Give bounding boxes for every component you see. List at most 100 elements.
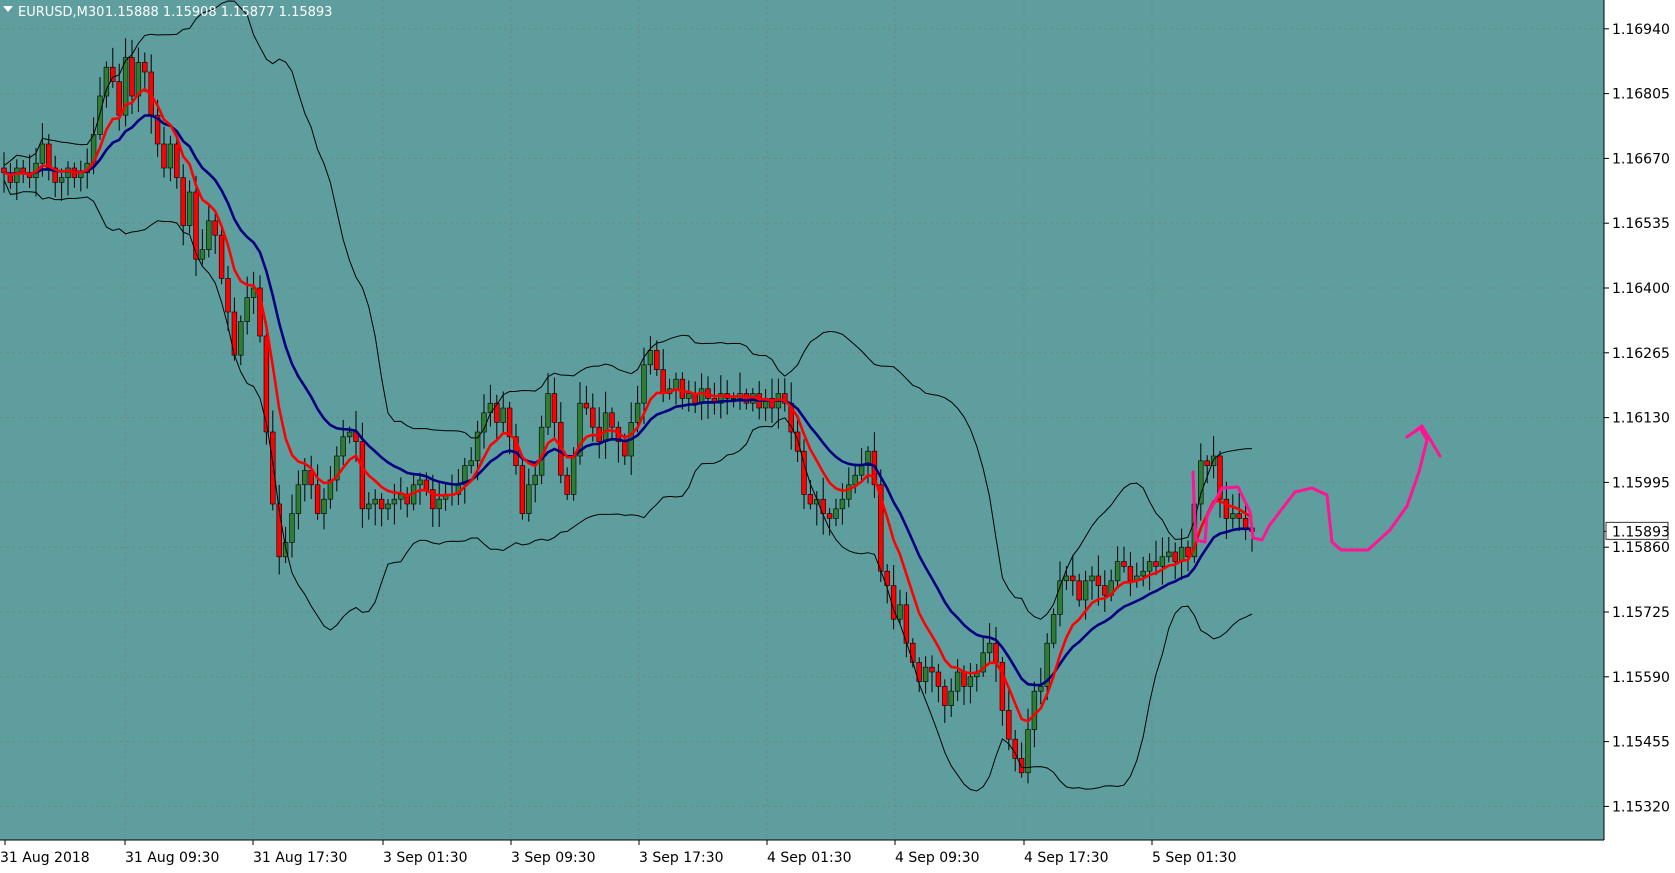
- bull-candle: [391, 498, 398, 505]
- bull-candle: [468, 460, 474, 466]
- price-axis-label: 1.15860: [1612, 540, 1670, 556]
- bull-candle: [103, 66, 110, 97]
- slow-ma-line: [3, 114, 1253, 687]
- bull-candle: [340, 436, 346, 457]
- bull-candle: [474, 431, 481, 462]
- bull-candle: [199, 249, 206, 260]
- bear-candle: [180, 177, 186, 226]
- bear-candle: [276, 503, 282, 558]
- price-axis-label: 1.16670: [1612, 151, 1670, 167]
- bull-candle: [1038, 686, 1044, 692]
- bear-candle: [826, 513, 833, 519]
- bear-candle: [174, 143, 180, 178]
- price-axis-label: 1.15320: [1612, 799, 1670, 815]
- current-price-box: [1605, 521, 1669, 540]
- bear-candle: [999, 662, 1006, 711]
- bull-candle: [730, 398, 737, 400]
- bear-candle: [1006, 710, 1012, 740]
- bull-candle: [846, 484, 852, 500]
- price-axis-label: 1.15995: [1612, 475, 1670, 491]
- bull-candle: [718, 393, 724, 404]
- bear-candle: [929, 666, 935, 673]
- bear-candle: [142, 62, 148, 73]
- bear-candle: [654, 350, 660, 370]
- price-axis-label: 1.16535: [1612, 216, 1670, 232]
- bull-candle: [577, 402, 583, 457]
- price-axis-label: 1.15455: [1612, 735, 1670, 751]
- bull-candle: [1063, 575, 1070, 582]
- bull-candle: [346, 431, 353, 438]
- lower-band-line: [3, 179, 1253, 792]
- bear-candle: [679, 378, 686, 399]
- bull-candle: [1198, 460, 1204, 505]
- bull-candle: [417, 479, 423, 486]
- dropdown-triangle-icon[interactable]: [3, 6, 13, 12]
- bear-candle: [609, 412, 615, 428]
- bull-candle: [634, 402, 641, 423]
- bull-candle: [302, 470, 308, 486]
- bear-candle: [1223, 498, 1230, 519]
- bull-candle: [1114, 561, 1121, 582]
- bull-candle: [167, 143, 174, 169]
- plot-area[interactable]: [0, 0, 1604, 840]
- bear-candle: [494, 402, 500, 423]
- bull-candle: [385, 503, 391, 510]
- bear-candle: [161, 143, 167, 169]
- bull-candle: [698, 388, 705, 404]
- bear-candle: [807, 494, 814, 505]
- bear-candle: [116, 81, 122, 116]
- time-axis-label: 3 Sep 17:30: [639, 850, 724, 866]
- bull-candle: [673, 378, 679, 390]
- bull-candle: [334, 455, 340, 481]
- bear-candle: [46, 143, 52, 169]
- bear-candle: [1018, 758, 1025, 774]
- bull-candle: [1025, 729, 1031, 774]
- bear-candle: [52, 167, 58, 183]
- bull-candle: [1044, 642, 1050, 687]
- price-axis-label: 1.15590: [1612, 670, 1670, 686]
- bear-candle: [622, 441, 628, 457]
- time-axis-label: 4 Sep 17:30: [1024, 850, 1109, 866]
- price-axis-label: 1.16265: [1612, 346, 1670, 362]
- bull-candle: [1140, 570, 1146, 577]
- bull-candle: [327, 479, 334, 500]
- bull-candle: [1166, 551, 1172, 558]
- bull-candle: [865, 450, 871, 466]
- bull-candle: [980, 652, 986, 673]
- bull-candle: [526, 484, 532, 514]
- bull-candle: [238, 321, 244, 356]
- bull-candle: [602, 412, 609, 442]
- bear-candle: [1236, 513, 1242, 519]
- bull-candle: [532, 474, 538, 486]
- bear-candle: [660, 369, 666, 394]
- bear-candle: [154, 114, 161, 145]
- bull-candle: [852, 474, 858, 486]
- bull-candle: [858, 465, 865, 476]
- bull-candle: [1082, 580, 1089, 601]
- time-axis-label: 31 Aug 17:30: [253, 850, 347, 866]
- bull-candle: [436, 498, 442, 510]
- bull-candle: [570, 455, 577, 495]
- bull-candle: [58, 177, 65, 183]
- symbol-timeframe-label: EURUSD,M30: [18, 5, 104, 20]
- time-axis-label: 3 Sep 01:30: [383, 850, 468, 866]
- bull-candle: [206, 220, 212, 250]
- bull-candle: [1230, 513, 1236, 519]
- bull-candle: [545, 393, 551, 428]
- price-axis-label: 1.16130: [1612, 411, 1670, 427]
- bear-candle: [1242, 518, 1249, 529]
- hand-drawn-annotation: [1191, 424, 1442, 552]
- bear-candle: [935, 671, 942, 687]
- bull-candle: [462, 465, 468, 486]
- bull-candle: [1146, 561, 1153, 572]
- time-axis-label: 3 Sep 09:30: [511, 850, 596, 866]
- bear-candle: [193, 191, 199, 260]
- bear-candle: [1127, 566, 1134, 582]
- price-axis-label: 1.16805: [1612, 87, 1670, 103]
- bull-candle: [39, 143, 46, 164]
- bear-candle: [1217, 455, 1223, 500]
- bear-candle: [1172, 551, 1178, 562]
- bull-candle: [14, 167, 20, 183]
